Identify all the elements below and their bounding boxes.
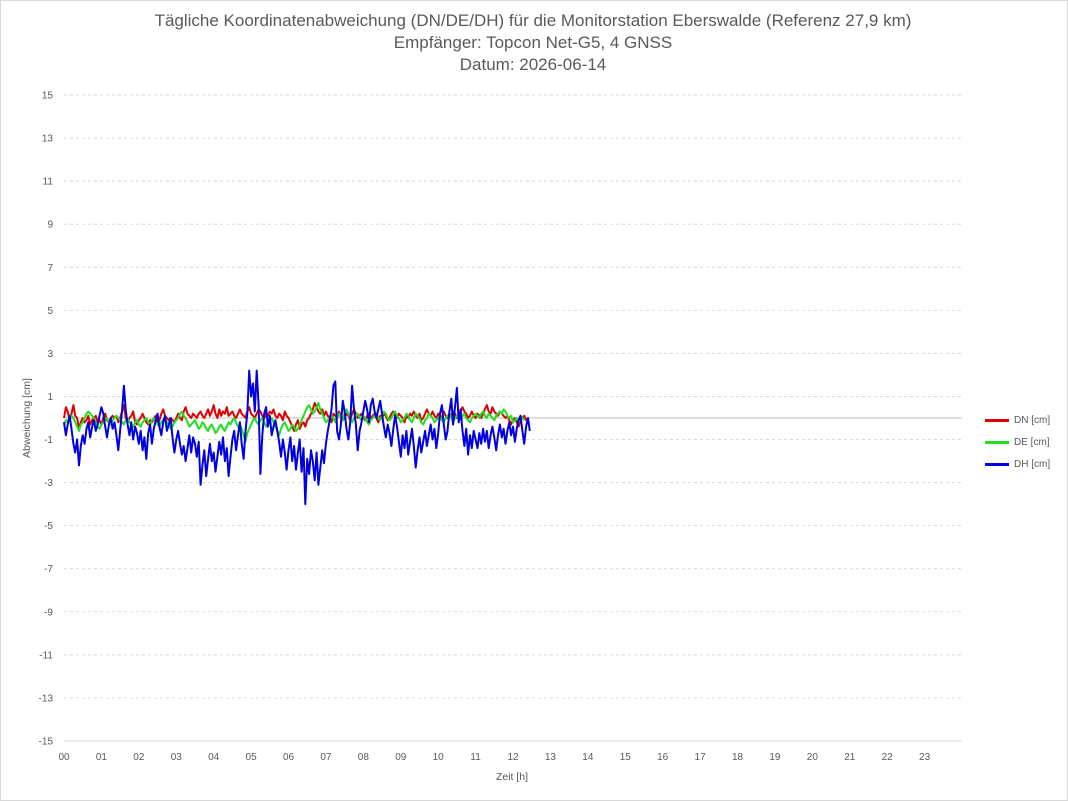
x-tick-label: 16 bbox=[657, 752, 669, 763]
x-tick-label: 04 bbox=[208, 752, 220, 763]
grid-lines bbox=[64, 94, 962, 742]
x-axis-ticks: 00 01 02 03 04 05 06 07 08 09 10 11 12 13 14 15 16 17 18 19… bbox=[58, 752, 930, 763]
x-tick-label: 21 bbox=[844, 752, 856, 763]
y-tick-label: 5 bbox=[47, 306, 53, 317]
y-tick-label: 11 bbox=[43, 177, 54, 188]
legend: DN [cm] DE [cm] DH [cm] bbox=[985, 409, 1065, 475]
legend-swatch-de bbox=[985, 440, 1009, 444]
y-tick-label: 15 bbox=[42, 91, 54, 102]
legend-label-dn: DN [cm] bbox=[1014, 414, 1051, 426]
y-tick-label: 7 bbox=[47, 263, 53, 274]
y-tick-label: -5 bbox=[44, 521, 53, 532]
x-tick-label: 01 bbox=[96, 752, 108, 763]
legend-item-dn: DN [cm] bbox=[985, 409, 1065, 431]
legend-item-de: DE [cm] bbox=[985, 431, 1065, 453]
y-tick-label: -7 bbox=[44, 564, 53, 575]
x-tick-label: 19 bbox=[769, 752, 781, 763]
x-tick-label: 23 bbox=[919, 752, 931, 763]
x-axis-label: Zeit [h] bbox=[496, 771, 528, 783]
y-tick-label: 13 bbox=[42, 134, 54, 145]
x-tick-label: 00 bbox=[58, 752, 70, 763]
y-tick-label: -9 bbox=[44, 607, 53, 618]
x-tick-label: 12 bbox=[507, 752, 519, 763]
x-tick-label: 14 bbox=[582, 752, 594, 763]
chart-title-line-3: Datum: 2026-06-14 bbox=[459, 55, 607, 74]
x-tick-label: 17 bbox=[695, 752, 707, 763]
x-tick-label: 22 bbox=[882, 752, 894, 763]
series-line-dh bbox=[63, 369, 531, 506]
y-tick-label: 3 bbox=[47, 349, 53, 360]
x-tick-label: 02 bbox=[133, 752, 145, 763]
y-tick-label: 1 bbox=[47, 392, 53, 403]
x-tick-label: 08 bbox=[358, 752, 370, 763]
legend-item-dh: DH [cm] bbox=[985, 453, 1065, 475]
y-tick-label: -1 bbox=[44, 435, 53, 446]
series-lines bbox=[63, 369, 531, 506]
x-tick-label: 10 bbox=[433, 752, 445, 763]
y-tick-label: 9 bbox=[47, 220, 53, 231]
x-tick-label: 06 bbox=[283, 752, 295, 763]
chart-title-line-2: Empfänger: Topcon Net-G5, 4 GNSS bbox=[393, 33, 673, 52]
x-tick-label: 07 bbox=[320, 752, 332, 763]
legend-label-de: DE [cm] bbox=[1014, 436, 1050, 448]
x-tick-label: 13 bbox=[545, 752, 557, 763]
legend-swatch-dn bbox=[985, 418, 1009, 422]
x-tick-label: 05 bbox=[246, 752, 258, 763]
legend-label-dh: DH [cm] bbox=[1014, 458, 1051, 470]
legend-swatch-dh bbox=[985, 462, 1009, 466]
y-tick-label: -15 bbox=[39, 737, 54, 748]
y-axis-ticks: 15 13 11 9 7 5 3 1 -1 -3 -5 -7 -9 -11 -13 -15 bbox=[39, 91, 54, 748]
series-line-de bbox=[63, 401, 525, 443]
x-tick-label: 11 bbox=[470, 752, 481, 763]
x-tick-label: 03 bbox=[171, 752, 183, 763]
chart-title: Tägliche Koordinatenabweichung (DN/DE/DH… bbox=[0, 10, 1066, 76]
y-tick-label: -3 bbox=[44, 478, 53, 489]
x-tick-label: 09 bbox=[395, 752, 407, 763]
x-tick-label: 20 bbox=[807, 752, 819, 763]
y-tick-label: -11 bbox=[39, 650, 53, 661]
x-tick-label: 15 bbox=[620, 752, 632, 763]
y-tick-label: -13 bbox=[39, 693, 54, 704]
y-axis-label: Abweichung [cm] bbox=[21, 378, 33, 458]
x-tick-label: 18 bbox=[732, 752, 744, 763]
chart-title-line-1: Tägliche Koordinatenabweichung (DN/DE/DH… bbox=[154, 11, 912, 30]
